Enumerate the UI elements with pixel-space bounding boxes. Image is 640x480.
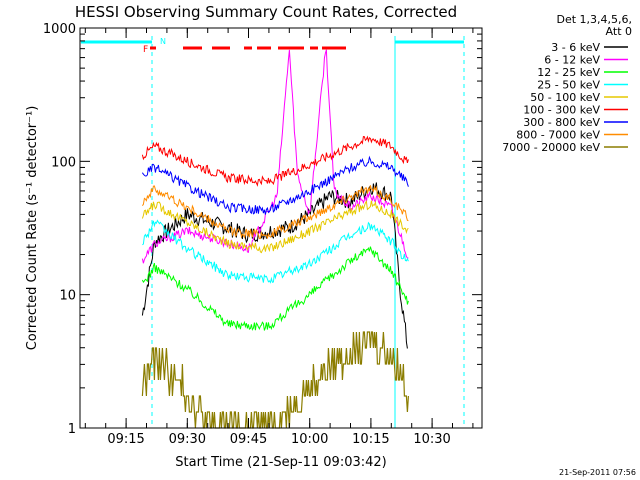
timestamp: 21-Sep-2011 07:56 bbox=[559, 468, 636, 477]
x-tick-label: 10:00 bbox=[291, 432, 328, 447]
chart-title: HESSI Observing Summary Count Rates, Cor… bbox=[75, 3, 457, 21]
series-line bbox=[141, 155, 409, 215]
legend-label: 800 - 7000 keV bbox=[516, 129, 600, 142]
series-line bbox=[141, 182, 408, 349]
y-tick-label: 1000 bbox=[43, 22, 76, 37]
y-tick-label: 1 bbox=[68, 422, 76, 437]
series-line bbox=[141, 199, 409, 254]
tick-layer: 1 10 100 1000 09:15 09:30 09:45 10:00 10:15 10:30 bbox=[43, 22, 482, 447]
series-layer bbox=[141, 49, 409, 429]
legend-label: 25 - 50 keV bbox=[537, 79, 600, 92]
legend-label: 12 - 25 keV bbox=[537, 66, 600, 79]
flag-letter-n: N bbox=[160, 37, 166, 46]
legend-label: 300 - 800 keV bbox=[523, 116, 600, 129]
y-tick-label: 10 bbox=[59, 289, 76, 304]
x-tick-label: 10:30 bbox=[413, 432, 450, 447]
legend-label: 100 - 300 keV bbox=[523, 104, 600, 117]
flag-letter-f: F bbox=[143, 45, 148, 55]
legend-label: 7000 - 20000 keV bbox=[502, 141, 600, 154]
x-tick-label: 10:15 bbox=[352, 432, 389, 447]
y-tick-label: 100 bbox=[51, 155, 76, 170]
series-line bbox=[141, 185, 409, 240]
x-tick-label: 09:45 bbox=[230, 432, 267, 447]
series-line bbox=[141, 135, 409, 187]
flag-layer: FN bbox=[81, 36, 465, 428]
y-axis-label: Corrected Count Rate (s⁻¹ detector⁻¹) bbox=[25, 106, 40, 351]
series-line bbox=[141, 246, 409, 331]
series-line bbox=[141, 331, 409, 429]
x-tick-label: 09:15 bbox=[107, 432, 144, 447]
series-line bbox=[141, 49, 409, 264]
plot-frame bbox=[79, 27, 483, 429]
legend-label: 50 - 100 keV bbox=[530, 91, 600, 104]
legend-label: 6 - 12 keV bbox=[544, 54, 600, 67]
x-tick-label: 09:30 bbox=[169, 432, 206, 447]
x-axis-label: Start Time (21-Sep-11 09:03:42) bbox=[175, 455, 386, 470]
series-line bbox=[142, 219, 409, 284]
legend-label: 3 - 6 keV bbox=[551, 41, 600, 54]
legend-header-line: Att 0 bbox=[606, 25, 632, 38]
legend-header-line: Det 1,3,4,5,6, bbox=[556, 13, 632, 26]
